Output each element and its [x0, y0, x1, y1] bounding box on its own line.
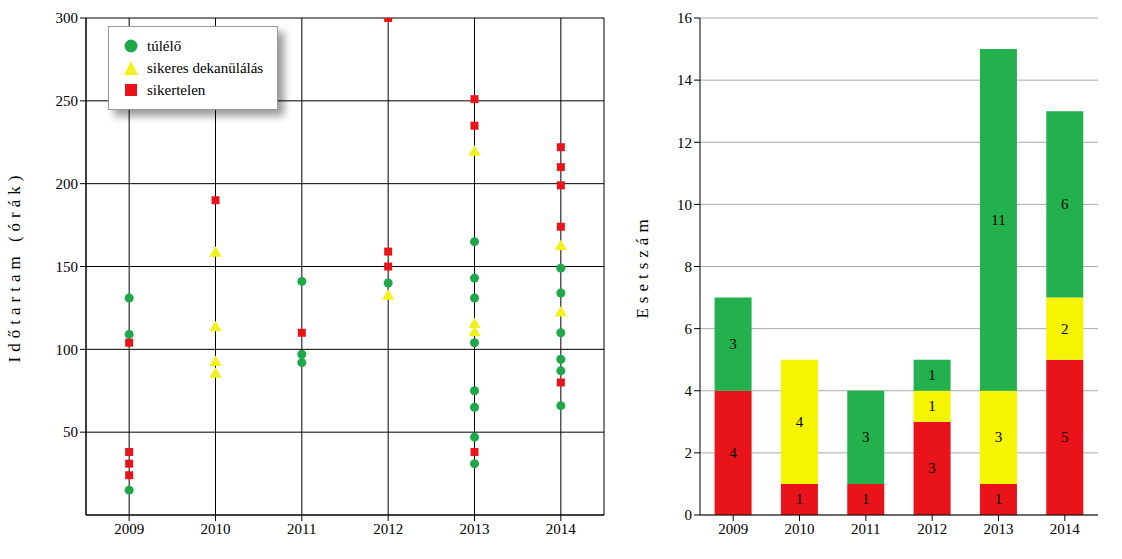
svg-text:2011: 2011	[287, 521, 316, 537]
html-text:sikeres dekanülálás: sikeres dekanülálás	[147, 59, 264, 76]
svg-text:Időtartam (órák): Időtartam (órák)	[5, 171, 24, 363]
svg-text:6: 6	[685, 321, 693, 337]
svg-text:3: 3	[995, 429, 1003, 445]
svg-text:2009: 2009	[114, 521, 144, 537]
svg-text:3: 3	[729, 336, 737, 352]
svg-text:4: 4	[729, 445, 737, 461]
svg-text:200: 200	[56, 176, 79, 192]
svg-text:250: 250	[56, 93, 79, 109]
svg-text:4: 4	[685, 383, 693, 399]
svg-text:150: 150	[56, 259, 79, 275]
svg-text:3: 3	[928, 460, 936, 476]
svg-text:1: 1	[796, 491, 804, 507]
svg-text:2010: 2010	[201, 521, 231, 537]
svg-text:2012: 2012	[373, 521, 403, 537]
html-text:túlélő: túlélő	[147, 37, 182, 54]
svg-text:2: 2	[685, 445, 693, 461]
svg-text:11: 11	[991, 212, 1005, 228]
svg-text:8: 8	[685, 259, 693, 275]
svg-text:100: 100	[56, 342, 79, 358]
svg-text:5: 5	[1061, 429, 1069, 445]
svg-text:12: 12	[677, 135, 692, 151]
svg-text:300: 300	[56, 10, 79, 26]
svg-text:2010: 2010	[785, 521, 815, 537]
svg-text:6: 6	[1061, 196, 1069, 212]
svg-text:2: 2	[1061, 321, 1069, 337]
svg-text:14: 14	[677, 72, 693, 88]
svg-text:Esetszám: Esetszám	[633, 214, 652, 318]
svg-text:2014: 2014	[1050, 521, 1081, 537]
svg-text:1: 1	[928, 367, 936, 383]
svg-text:2011: 2011	[851, 521, 880, 537]
svg-text:3: 3	[862, 429, 870, 445]
svg-text:0: 0	[685, 507, 693, 523]
svg-text:16: 16	[677, 10, 693, 26]
svg-text:4: 4	[796, 414, 804, 430]
svg-text:2012: 2012	[917, 521, 947, 537]
svg-text:1: 1	[995, 491, 1003, 507]
html-text:sikertelen: sikertelen	[147, 81, 206, 98]
svg-text:2014: 2014	[546, 521, 577, 537]
svg-text:2013: 2013	[460, 521, 490, 537]
svg-text:50: 50	[63, 424, 78, 440]
svg-text:1: 1	[862, 491, 870, 507]
svg-text:10: 10	[677, 197, 692, 213]
svg-text:1: 1	[928, 398, 936, 414]
svg-text:2013: 2013	[984, 521, 1014, 537]
svg-text:2009: 2009	[718, 521, 748, 537]
